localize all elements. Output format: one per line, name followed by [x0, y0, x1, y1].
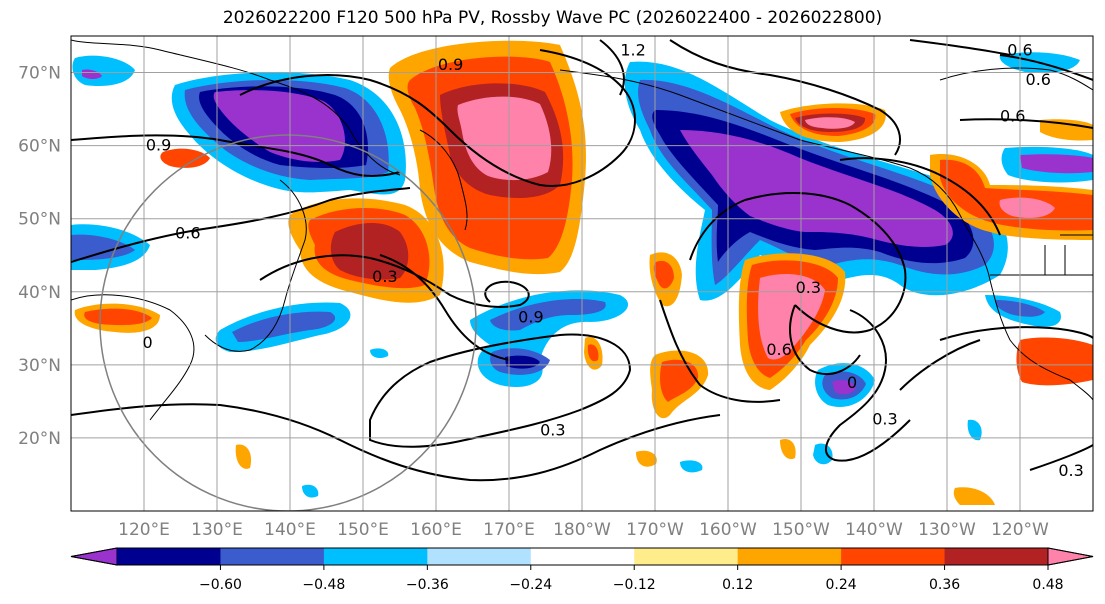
contour-label: 1.2: [620, 41, 645, 60]
negative-anomaly-region: [680, 130, 953, 248]
chart-title: 2026022200 F120 500 hPa PV, Rossby Wave …: [222, 8, 883, 28]
contour-label: 0.9: [146, 136, 171, 155]
colorbar-segment: [220, 548, 325, 565]
contour-label: 0: [143, 333, 153, 352]
contour-label: 0.3: [796, 278, 821, 297]
contour-label: 0.9: [518, 307, 543, 326]
colorbar-segment: [737, 548, 842, 565]
negative-anomaly-region: [832, 380, 856, 395]
colorbar-segment: [841, 548, 946, 565]
longitude-tick-label: 130°W: [918, 520, 976, 540]
colorbar-segment: [427, 548, 532, 565]
contour-label: 0.6: [1007, 41, 1032, 60]
contour-label: 0.6: [1000, 106, 1025, 125]
colorbar-outline: [70, 547, 1094, 566]
positive-anomaly-region: [653, 260, 674, 289]
positive-anomaly-region: [805, 117, 855, 129]
positive-anomaly-region: [160, 148, 210, 168]
colorbar-extend-min: [70, 547, 118, 566]
negative-anomaly-region: [370, 348, 389, 358]
longitude-tick-labels: 120°E 130°E 140°E 150°E 160°E 170°E 180°W 170°W…: [118, 520, 1049, 540]
positive-anomaly-region: [780, 438, 796, 460]
positive-anomaly-region: [636, 450, 657, 467]
latitude-tick-label: 70°N: [18, 64, 61, 84]
coastlines: [71, 39, 1093, 421]
negative-anomaly-region: [680, 460, 703, 473]
negative-anomaly-region: [967, 419, 982, 441]
colorbar-extend-max: [1047, 547, 1094, 566]
contour-label: 0.6: [766, 340, 791, 359]
colorbar: −0.60 −0.48 −0.36 −0.24 −0.12 0.12 0.24 0.36 0.4…: [70, 547, 1094, 593]
latitude-tick-label: 50°N: [18, 210, 61, 230]
negative-anomaly-region: [213, 90, 345, 163]
pv-contours: [71, 39, 1093, 482]
colorbar-tick-label: 0.24: [826, 577, 857, 593]
longitude-tick-label: 150°W: [772, 520, 830, 540]
longitude-tick-label: 140°W: [845, 520, 903, 540]
positive-anomaly-region: [953, 487, 995, 505]
colorbar-segment: [530, 548, 635, 565]
negative-anomaly-region: [302, 484, 319, 498]
negative-anomaly-region: [505, 355, 540, 369]
gridlines: [71, 36, 1093, 511]
colorbar-segment: [944, 548, 1049, 565]
negative-anomaly-region: [71, 234, 135, 260]
latitude-tick-label: 40°N: [18, 283, 61, 303]
longitude-tick-label: 130°E: [191, 520, 243, 540]
colorbar-tick-label: −0.24: [509, 577, 552, 593]
contour-label: 0.3: [1058, 461, 1083, 480]
longitude-tick-label: 170°W: [626, 520, 684, 540]
latitude-tick-labels: 20°N 30°N 40°N 50°N 60°N 70°N: [18, 64, 61, 449]
negative-anomaly-region: [1020, 154, 1093, 174]
positive-anomaly-region: [457, 96, 552, 181]
longitude-tick-label: 120°W: [991, 520, 1049, 540]
contour-label: 0: [847, 373, 857, 392]
colorbar-tick-label: 0.12: [722, 577, 753, 593]
longitude-tick-label: 150°E: [337, 520, 389, 540]
positive-anomaly-region: [1016, 337, 1093, 386]
positive-anomaly-region: [999, 197, 1055, 218]
colorbar-segment: [323, 548, 428, 565]
negative-anomaly-region: [813, 443, 833, 465]
positive-anomaly-region: [587, 344, 599, 362]
positive-anomaly-region: [940, 159, 1093, 231]
latitude-tick-label: 60°N: [18, 137, 61, 157]
longitude-tick-label: 120°E: [118, 520, 170, 540]
map-frame: [70, 35, 1094, 512]
negative-anomaly-region: [490, 299, 606, 331]
contour-labels: 0.90.60.91.2 0.60.60.60.30.90.30.60.30.30…: [143, 41, 1084, 480]
longitude-tick-label: 170°E: [483, 520, 535, 540]
negative-anomaly-region: [82, 69, 102, 79]
map-plot-area: 0.90.60.91.2 0.60.60.60.30.90.30.60.30.30…: [71, 36, 1093, 511]
contour-label: 0.3: [872, 410, 897, 429]
colorbar-tick-label: −0.48: [302, 577, 345, 593]
colorbar-tick-label: −0.60: [199, 577, 242, 593]
positive-anomaly-region: [330, 223, 409, 280]
contour-label: 0.3: [540, 421, 565, 440]
contour-label: 0.6: [1026, 70, 1051, 89]
contour-label: 0.9: [438, 55, 463, 74]
longitude-tick-label: 180°W: [553, 520, 611, 540]
contour-label: 0.3: [372, 267, 397, 286]
pv-shading: [71, 40, 1093, 505]
colorbar-tick-label: −0.36: [406, 577, 449, 593]
longitude-tick-label: 160°E: [410, 520, 462, 540]
negative-anomaly-region: [232, 311, 336, 342]
contour-label: 0.6: [175, 223, 200, 242]
colorbar-tick-label: 0.36: [929, 577, 960, 593]
latitude-tick-label: 20°N: [18, 429, 61, 449]
positive-anomaly-region: [84, 308, 152, 326]
colorbar-segment: [117, 548, 221, 565]
colorbar-tick-label: −0.12: [613, 577, 656, 593]
longitude-tick-label: 160°W: [699, 520, 757, 540]
colorbar-segment: [634, 548, 739, 565]
latitude-tick-label: 30°N: [18, 356, 61, 376]
reference-circle: [99, 134, 477, 511]
positive-anomaly-region: [235, 444, 252, 469]
longitude-tick-label: 140°E: [264, 520, 316, 540]
positive-anomaly-region: [1040, 119, 1093, 141]
colorbar-tick-label: 0.48: [1032, 577, 1063, 593]
